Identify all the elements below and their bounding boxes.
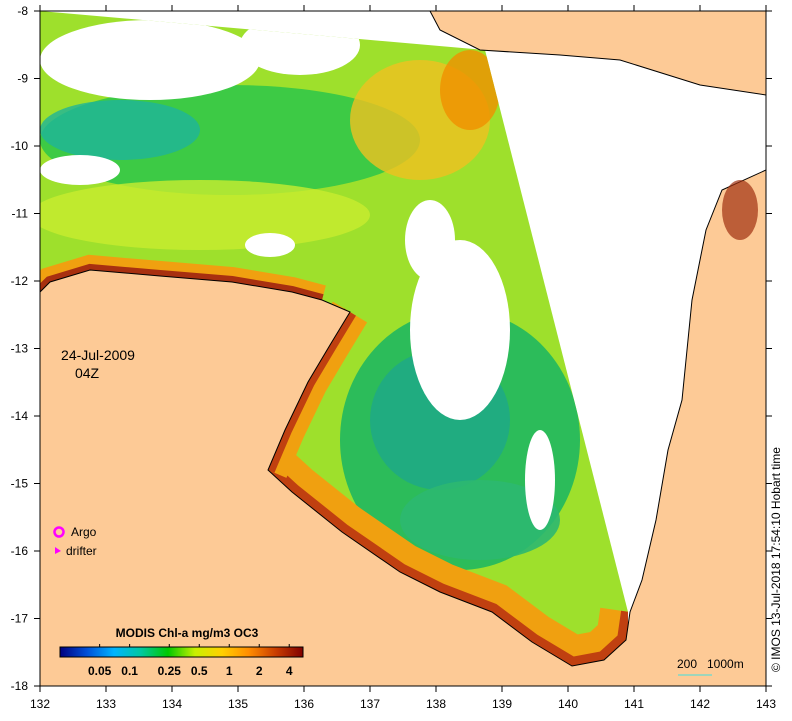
scale-bar-right-label: 1000m <box>707 657 744 671</box>
lon-tick-label: 138 <box>426 697 446 711</box>
time-label: 04Z <box>75 365 100 381</box>
lon-tick-label: 141 <box>624 697 644 711</box>
lat-tick-label: -18 <box>11 679 29 693</box>
lat-tick-label: -15 <box>11 477 29 491</box>
drifter-marker-icon <box>55 547 61 554</box>
lon-tick-label: 132 <box>30 697 50 711</box>
lat-tick-label: -13 <box>11 342 29 356</box>
cloud-cover <box>40 15 555 530</box>
lon-tick-label: 133 <box>96 697 116 711</box>
argo-marker-icon <box>53 526 65 538</box>
colorbar-tick-label: 4 <box>286 664 293 678</box>
lon-tick-label: 135 <box>228 697 248 711</box>
lon-tick-label: 137 <box>360 697 380 711</box>
lat-tick-label: -8 <box>17 4 28 18</box>
lat-tick-label: -9 <box>17 72 28 86</box>
colorbar-tick-label: 0.1 <box>121 664 138 678</box>
lon-tick-label: 134 <box>162 697 182 711</box>
lat-tick-label: -17 <box>11 612 29 626</box>
colorbar-tick-label: 0.05 <box>88 664 112 678</box>
colorbar-tick-label: 1 <box>226 664 233 678</box>
lat-tick-label: -12 <box>11 274 29 288</box>
argo-label: Argo <box>71 525 97 539</box>
latitude-axis: -8 -9 -10 -11 -12 -13 -14 -15 -16 -17 -18 <box>11 4 772 693</box>
lat-tick-label: -16 <box>11 544 29 558</box>
drifter-label: drifter <box>66 544 97 558</box>
legend-title: MODIS Chl-a mg/m3 OC3 <box>116 626 259 640</box>
colorbar-tick-label: 2 <box>256 664 263 678</box>
longitude-axis: 132 133 134 135 136 137 138 139 140 141 142 143 <box>30 5 776 711</box>
lon-tick-label: 142 <box>690 697 710 711</box>
lat-tick-label: -10 <box>11 139 29 153</box>
colorbar <box>59 646 304 658</box>
lon-tick-label: 136 <box>294 697 314 711</box>
lon-tick-label: 143 <box>756 697 776 711</box>
credit-label: © IMOS 13-Jul-2018 17:54:10 Hobart time <box>769 447 783 672</box>
colorbar-tick-label: 0.25 <box>158 664 182 678</box>
date-label: 24-Jul-2009 <box>61 347 135 363</box>
lat-tick-label: -14 <box>11 409 29 423</box>
colorbar-ticks: 0.05 0.1 0.25 0.5 1 2 4 <box>88 644 293 678</box>
lat-tick-label: -11 <box>12 207 29 221</box>
colorbar-tick-label: 0.5 <box>191 664 208 678</box>
lon-tick-label: 140 <box>558 697 578 711</box>
lon-tick-label: 139 <box>492 697 512 711</box>
scale-bar-left-label: 200 <box>677 657 697 671</box>
